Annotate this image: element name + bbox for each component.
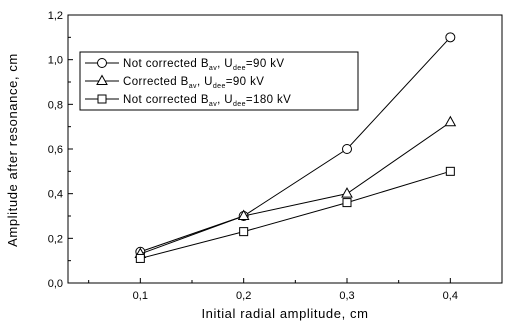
x-tick-label: 0,4 [443, 290, 458, 302]
x-axis-label: Initial radial amplitude, cm [201, 306, 368, 321]
series-layer [134, 32, 457, 263]
legend-marker-square [97, 94, 107, 104]
y-tick-label: 0,0 [48, 278, 63, 290]
data-point-triangle [237, 209, 250, 220]
data-point-square [445, 166, 455, 176]
x-axis-ticks: 0,1 0,2 0,3 0,4 [88, 278, 503, 302]
data-point-square [342, 198, 352, 208]
x-tick-label: 0,2 [236, 290, 251, 302]
y-tick-label: 0,4 [48, 189, 63, 201]
series-square [135, 166, 455, 263]
legend-marker-circle [97, 58, 107, 68]
y-tick-label: 1,0 [48, 55, 63, 67]
series-line [140, 170, 451, 259]
data-point-square [239, 227, 249, 237]
legend-box [79, 51, 359, 111]
y-tick-label: 0,8 [48, 99, 63, 111]
legend: Not corrected Bav, Udee=90 kV Corrected B… [79, 51, 359, 111]
x-tick-label: 0,1 [133, 290, 148, 302]
data-point-triangle [444, 115, 457, 127]
legend-entry: Not corrected Bav, Udee=90 kV [123, 58, 284, 72]
y-axis-ticks: 0,0 0,2 0,4 0,6 0,8 1,0 1,2 [48, 10, 73, 290]
data-point-circle [445, 32, 456, 43]
legend-marker-triangle [96, 74, 108, 85]
y-axis-label: Amplitude after resonance, cm [5, 53, 20, 247]
series-line [140, 121, 451, 255]
legend-entry: Corrected Bav, Udee=90 kV [123, 76, 264, 90]
data-point-circle [342, 144, 352, 154]
data-point-square [135, 253, 145, 263]
y-tick-label: 0,6 [48, 144, 63, 156]
data-point-triangle [341, 187, 353, 198]
legend-entry: Not corrected Bav, Udee=180 kV [123, 94, 291, 108]
y-tick-label: 1,2 [48, 10, 63, 22]
y-tick-label: 0,2 [48, 233, 63, 245]
series-line [140, 36, 451, 253]
x-tick-label: 0,3 [339, 290, 354, 302]
